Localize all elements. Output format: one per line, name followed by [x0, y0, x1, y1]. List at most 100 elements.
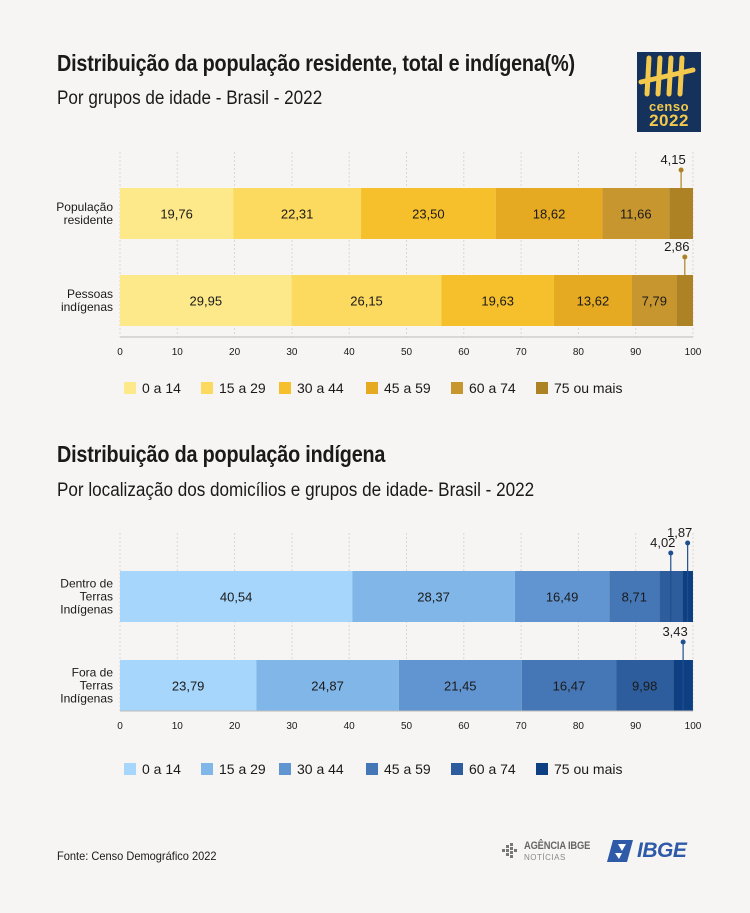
chart1-tick-label: 50: [401, 347, 413, 358]
chart2-legend-swatch: [279, 763, 291, 775]
chart1-bar-segment: [553, 275, 632, 326]
chart2-callout-label: 3,43: [662, 624, 687, 639]
chart2-callout-dot: [668, 550, 674, 556]
chart2-tick-label: 70: [516, 721, 528, 732]
chart2-value-label: 21,45: [444, 679, 477, 694]
chart2-tick-label: 60: [458, 721, 470, 732]
chart2-category-label: Dentro de: [60, 577, 113, 591]
agencia-mark-icon: [502, 843, 517, 858]
chart2-bar-segment: [352, 571, 515, 622]
chart2-bar-segment: [616, 660, 674, 711]
logo-word: censo: [648, 99, 690, 114]
chart1-title: Distribuição da população residente, tot…: [57, 50, 575, 76]
chart1-legend-label: 45 a 59: [384, 380, 431, 396]
chart2-value-label: 16,49: [546, 590, 579, 605]
chart1-age-distribution: População residente 19,76 22,31 23,50 18,62 11…: [0, 140, 750, 410]
chart1-bar-segment: [631, 275, 677, 326]
chart1-tick-label: 40: [344, 347, 356, 358]
chart1-category-label: indígenas: [61, 300, 113, 314]
chart2-bar-segment: [609, 571, 660, 622]
agencia-label: AGÊNCIA IBGE: [524, 839, 591, 852]
chart2-value-label: 9,98: [632, 679, 657, 694]
chart1-callout-label: 4,15: [660, 152, 685, 167]
logo-year: 2022: [649, 111, 689, 130]
chart2-tick-label: 20: [229, 721, 241, 732]
censo-2022-logo: censo 2022: [637, 52, 701, 132]
chart1-bar-segment: [361, 188, 496, 239]
chart1-bar-segment: [602, 188, 670, 239]
chart1-tick-label: 90: [630, 347, 642, 358]
chart2-legend-swatch: [124, 763, 136, 775]
chart1-value-label: 26,15: [350, 294, 383, 309]
chart1-subtitle: Por grupos de idade - Brasil - 2022: [57, 88, 323, 109]
chart1-bar-segment: [441, 275, 554, 326]
chart1-value-label: 13,62: [577, 294, 610, 309]
chart1-value-label: 7,79: [642, 294, 667, 309]
chart2-value-label: 28,37: [417, 590, 450, 605]
chart1-value-label: 19,63: [481, 294, 514, 309]
chart2-bar-segment: [120, 571, 353, 622]
chart2-tick-label: 100: [685, 721, 702, 732]
chart2-bar-segment: [514, 571, 610, 622]
chart1-value-label: 18,62: [533, 207, 566, 222]
chart2-category-label: Terras: [80, 590, 113, 604]
chart2-value-label: 8,71: [622, 590, 647, 605]
chart1-callout-dot: [682, 254, 688, 260]
chart2-legend-swatch: [366, 763, 378, 775]
chart1-callout-dot: [678, 167, 684, 173]
chart1-legend-swatch: [279, 382, 291, 394]
chart1-tick-label: 80: [573, 347, 585, 358]
chart2-legend-swatch: [201, 763, 213, 775]
agencia-sub-label: NOTÍCIAS: [524, 852, 566, 862]
chart2-subtitle: Por localização dos domicílios e grupos …: [57, 480, 535, 501]
chart2-tick-label: 0: [117, 721, 123, 732]
chart2-value-label: 16,47: [553, 679, 586, 694]
chart2-callout-label: 1,87: [667, 525, 692, 540]
agencia-ibge-logo: AGÊNCIA IBGE NOTÍCIAS: [500, 836, 602, 866]
chart1-legend-label: 75 ou mais: [554, 380, 622, 396]
chart1-bar-segment: [120, 275, 292, 326]
chart2-tick-label: 50: [401, 721, 413, 732]
chart1-value-label: 23,50: [412, 207, 445, 222]
chart1-tick-label: 100: [685, 347, 702, 358]
chart1-bar-segment: [233, 188, 362, 239]
chart2-legend-label: 30 a 44: [297, 761, 344, 777]
chart2-callout-label: 4,02: [650, 535, 675, 550]
chart1-category-label: residente: [64, 213, 114, 227]
chart2-tick-label: 10: [172, 721, 184, 732]
chart1-value-label: 19,76: [160, 207, 193, 222]
chart2-tick-label: 80: [573, 721, 585, 732]
chart1-legend-swatch: [201, 382, 213, 394]
chart1-callout-label: 2,86: [664, 239, 689, 254]
chart2-legend-label: 60 a 74: [469, 761, 516, 777]
chart2-legend-label: 75 ou mais: [554, 761, 622, 777]
ibge-logo: IBGE: [607, 836, 687, 866]
chart1-bar-segment: [291, 275, 442, 326]
chart1-legend-swatch: [536, 382, 548, 394]
source-note: Fonte: Censo Demográfico 2022: [57, 849, 217, 863]
chart1-value-label: 11,66: [620, 207, 652, 222]
chart1-tick-label: 60: [458, 347, 470, 358]
chart1-legend-label: 15 a 29: [219, 380, 266, 396]
chart1-value-label: 22,31: [281, 207, 314, 222]
chart1-legend-label: 30 a 44: [297, 380, 344, 396]
chart2-bar-segment: [521, 660, 617, 711]
chart1-value-label: 29,95: [190, 294, 223, 309]
chart1-bar-segment: [120, 188, 234, 239]
chart2-category-label: Terras: [80, 679, 113, 693]
chart1-legend-label: 0 a 14: [142, 380, 181, 396]
chart2-callout-dot: [680, 639, 686, 645]
ibge-wordmark: IBGE: [637, 839, 687, 862]
chart1-tick-label: 10: [172, 347, 184, 358]
chart1-category-label: População: [56, 200, 113, 214]
chart1-legend-label: 60 a 74: [469, 380, 516, 396]
chart2-bar-segment: [120, 660, 257, 711]
chart2-indigenous-location: Dentro de Terras Indígenas 40,54 28,37 16,49 8…: [0, 525, 750, 790]
chart1-legend-swatch: [366, 382, 378, 394]
tally-marks-icon: [638, 55, 696, 97]
chart2-legend-label: 15 a 29: [219, 761, 266, 777]
chart2-legend-swatch: [536, 763, 548, 775]
chart1-tick-label: 20: [229, 347, 241, 358]
chart1-tick-label: 0: [117, 347, 123, 358]
